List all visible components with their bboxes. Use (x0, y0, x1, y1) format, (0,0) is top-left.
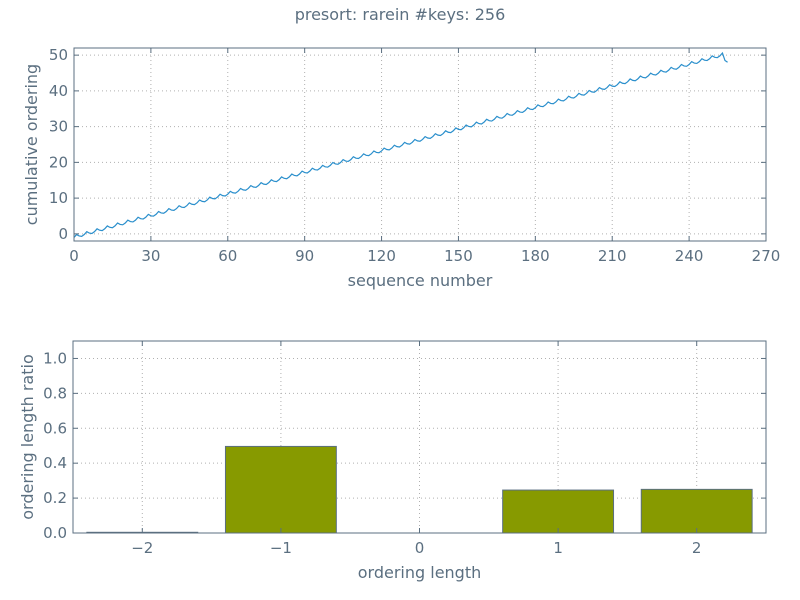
line-chart-frame (73, 47, 767, 242)
line-chart-ticks: 0 30 60 90 120 150 180 210 240 270 0 10 20 30 40 50 (49, 46, 780, 265)
line-series-cumulative-ordering (73, 51, 728, 238)
line-chart-grid (74, 48, 766, 241)
y-tick-label: 20 (49, 153, 68, 171)
x-tick-label: 90 (295, 247, 314, 265)
x-tick-label: −2 (131, 539, 153, 557)
x-tick-label: −1 (270, 539, 292, 557)
x-tick-label: 210 (598, 247, 627, 265)
x-tick-label: 270 (752, 247, 781, 265)
y-tick-label: 0.8 (43, 384, 67, 402)
y-tick-label: 0.4 (43, 454, 67, 472)
y-tick-label: 0 (58, 225, 68, 243)
bar-chart-ticks: −2 −1 0 1 2 0.0 0.2 0.4 0.6 0.8 1.0 (43, 341, 766, 557)
y-tick-label: 40 (49, 82, 68, 100)
bar (224, 445, 337, 534)
y-tick-label: 0.2 (43, 489, 67, 507)
x-tick-label: 2 (692, 539, 702, 557)
y-tick-label: 0.0 (43, 524, 67, 542)
x-tick-label: 1 (553, 539, 563, 557)
line-chart-y-axis-label: cumulative ordering (22, 64, 41, 225)
x-tick-label: 180 (521, 247, 550, 265)
x-tick-label: 240 (675, 247, 704, 265)
y-tick-label: 50 (49, 46, 68, 64)
x-tick-label: 150 (444, 247, 473, 265)
y-tick-label: 10 (49, 189, 68, 207)
x-tick-label: 0 (69, 247, 79, 265)
x-tick-label: 0 (415, 539, 425, 557)
bar-chart-x-axis-label: ordering length (358, 563, 482, 582)
line-chart-x-axis-label: sequence number (348, 271, 493, 290)
x-tick-label: 120 (367, 247, 396, 265)
bar (502, 489, 615, 534)
y-tick-label: 30 (49, 118, 68, 136)
y-tick-label: 0.6 (43, 419, 67, 437)
x-tick-label: 30 (141, 247, 160, 265)
bar-chart-bars (86, 445, 753, 534)
line-chart: 0 30 60 90 120 150 180 210 240 270 0 10 20 30 40 50 seq… (22, 46, 780, 290)
y-tick-label: 1.0 (43, 349, 67, 367)
bar-chart-y-axis-label: ordering length ratio (18, 354, 37, 519)
figure-title: presort: rarein #keys: 256 (295, 5, 506, 24)
x-tick-label: 60 (218, 247, 237, 265)
bar (640, 488, 753, 534)
bar-chart: −2 −1 0 1 2 0.0 0.2 0.4 0.6 0.8 1.0 ordering lengt… (18, 340, 767, 582)
